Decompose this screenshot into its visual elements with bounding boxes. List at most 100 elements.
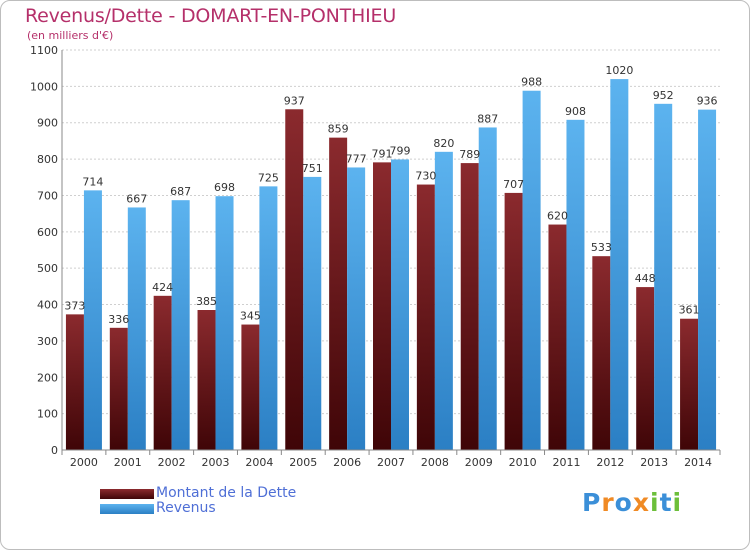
- x-tick-label: 2006: [333, 456, 361, 469]
- data-label: 791: [372, 147, 393, 160]
- y-tick-label: 400: [37, 299, 58, 312]
- bar-revenus: [127, 207, 146, 450]
- data-label: 820: [433, 137, 454, 150]
- x-tick-label: 2001: [114, 456, 142, 469]
- legend-swatch-dette: [100, 489, 154, 499]
- bar-revenus: [303, 176, 322, 450]
- y-tick-label: 800: [37, 153, 58, 166]
- data-label: 887: [477, 112, 498, 125]
- bar-dette: [504, 192, 523, 450]
- bar-revenus: [434, 151, 453, 450]
- data-label: 908: [565, 105, 586, 118]
- data-label: 698: [214, 181, 235, 194]
- data-label: 859: [328, 123, 349, 136]
- logo-letter: r: [601, 488, 615, 517]
- bar-dette: [680, 318, 699, 450]
- data-label: 799: [390, 144, 411, 157]
- data-label: 789: [459, 148, 480, 161]
- logo-letter: i: [672, 488, 683, 517]
- x-tick-label: 2010: [509, 456, 537, 469]
- x-tick-label: 2002: [158, 456, 186, 469]
- x-tick-label: 2000: [70, 456, 98, 469]
- bar-revenus: [522, 90, 541, 451]
- bar-dette: [65, 314, 84, 450]
- data-label: 424: [152, 281, 173, 294]
- bar-dette: [153, 295, 172, 450]
- y-tick-label: 900: [37, 117, 58, 130]
- y-tick-label: 600: [37, 226, 58, 239]
- data-label: 751: [302, 162, 323, 175]
- logo-letter: i: [650, 488, 660, 517]
- y-tick-label: 100: [37, 408, 58, 421]
- x-axis: 2000 2001 2002 2003 2004 2005 2006 2007 2008 2009…: [61, 449, 721, 469]
- data-label: 373: [64, 299, 85, 312]
- legend-swatch-revenus: [100, 504, 154, 514]
- data-label: 667: [126, 192, 147, 205]
- x-tick-label: 2008: [421, 456, 449, 469]
- bar-dette: [241, 324, 260, 450]
- x-tick-label: 2004: [245, 456, 273, 469]
- chart-subtitle: (en milliers d'€): [27, 29, 114, 42]
- bar-dette: [285, 109, 304, 450]
- data-label: 448: [635, 272, 656, 285]
- bar-revenus: [391, 159, 409, 451]
- y-tick-label: 300: [37, 335, 58, 348]
- data-label: 345: [240, 310, 261, 323]
- logo-letter: P: [582, 488, 602, 517]
- logo-letter: x: [632, 488, 650, 517]
- bar-revenus: [566, 119, 585, 451]
- data-labels: 373 714 336 667 424 687 385 698 345 725 937 751 859 7…: [64, 64, 717, 326]
- bar-revenus: [83, 190, 102, 450]
- y-tick-label: 500: [37, 262, 58, 275]
- x-tick-label: 2007: [377, 456, 405, 469]
- bar-dette: [592, 256, 611, 450]
- bar-revenus: [698, 109, 717, 451]
- bar-revenus: [347, 167, 366, 451]
- data-label: 730: [415, 170, 436, 183]
- data-label: 533: [591, 241, 612, 254]
- y-tick-label: 1100: [30, 44, 58, 57]
- y-tick-label: 0: [51, 444, 58, 457]
- bar-dette: [329, 137, 348, 451]
- legend-label-dette: Montant de la Dette: [156, 485, 297, 501]
- bar-revenus: [654, 103, 673, 451]
- data-label: 725: [258, 171, 279, 184]
- bar-revenus: [610, 79, 629, 450]
- x-tick-label: 2012: [596, 456, 624, 469]
- data-label: 777: [346, 152, 367, 165]
- bar-dette: [548, 224, 567, 450]
- bar-revenus: [478, 127, 497, 451]
- y-tick-label: 1000: [30, 80, 58, 93]
- bar-dette: [197, 310, 216, 450]
- data-label: 936: [697, 95, 718, 108]
- bar-dette: [416, 184, 435, 450]
- data-label: 385: [196, 295, 217, 308]
- x-tick-label: 2013: [640, 456, 668, 469]
- chart-title: Revenus/Dette - DOMART-EN-PONTHIEU: [25, 5, 397, 27]
- bar-dette: [109, 327, 128, 450]
- data-label: 687: [170, 185, 191, 198]
- proxiti-logo: Proxiti: [582, 488, 682, 517]
- data-label: 361: [679, 304, 700, 317]
- data-label: 714: [82, 175, 103, 188]
- bar-revenus: [259, 186, 278, 450]
- logo-letter: o: [614, 488, 633, 517]
- y-axis: 0 100 200 300 400 500 600 700 800 900 1000 1100: [30, 44, 63, 457]
- bar-dette: [373, 162, 391, 450]
- bar-revenus: [215, 196, 234, 450]
- bar-dette: [636, 287, 655, 450]
- bar-dette: [460, 163, 479, 450]
- logo-letter: t: [659, 488, 673, 517]
- x-tick-label: 2005: [289, 456, 317, 469]
- x-tick-label: 2011: [552, 456, 580, 469]
- data-label: 1020: [605, 64, 633, 77]
- data-label: 620: [547, 210, 568, 223]
- data-label: 336: [108, 313, 129, 326]
- data-label: 707: [503, 178, 524, 191]
- y-tick-label: 200: [37, 371, 58, 384]
- y-tick-label: 700: [37, 189, 58, 202]
- bars: [65, 79, 717, 451]
- data-label: 937: [284, 94, 305, 107]
- x-tick-label: 2003: [202, 456, 230, 469]
